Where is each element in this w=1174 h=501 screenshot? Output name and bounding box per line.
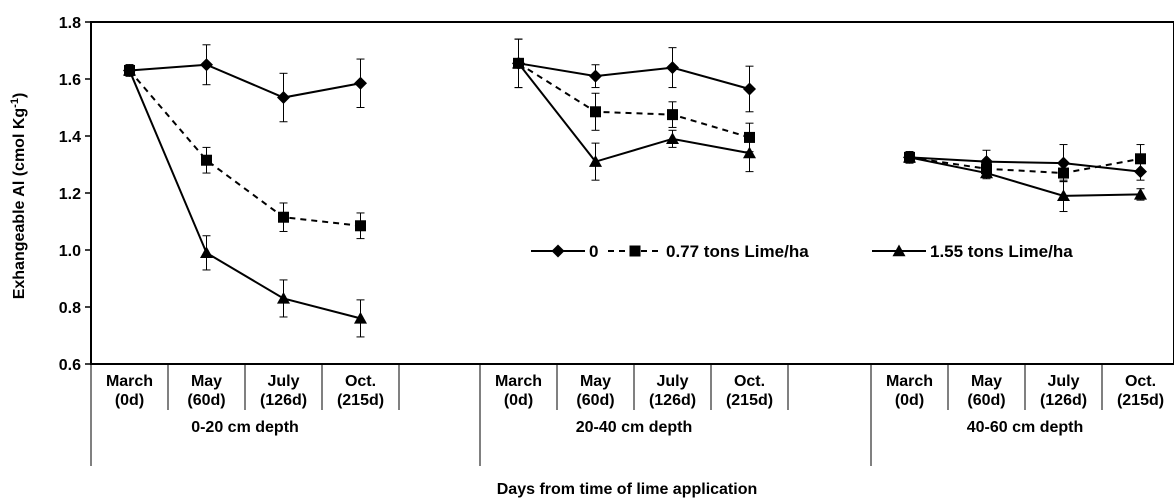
series-line — [517, 62, 750, 139]
series-line — [517, 62, 750, 163]
x-category-label-line1: Oct. — [345, 373, 376, 390]
legend-label: 1.55 tons Lime/ha — [930, 242, 1073, 261]
y-tick-label: 1.8 — [59, 15, 81, 32]
data-point — [743, 146, 756, 159]
data-point — [277, 91, 290, 105]
y-tick-label: 1.6 — [59, 72, 81, 89]
data-point — [123, 63, 136, 76]
x-category-label-line2: (126d) — [649, 392, 696, 409]
y-tick-label: 0.6 — [59, 357, 81, 374]
legend-marker — [551, 244, 565, 258]
series-line — [128, 70, 361, 320]
legend-item: 1.55 tons Lime/ha — [872, 242, 1073, 261]
x-category-label-line2: (0d) — [895, 392, 924, 409]
legend-item: 0.77 tons Lime/ha — [608, 242, 809, 261]
y-tick-label: 1.0 — [59, 243, 81, 260]
series-line — [128, 69, 361, 227]
x-category-label-line2: (215d) — [726, 392, 773, 409]
data-point — [277, 291, 290, 304]
y-axis-title-main: Exhangeable Al (cmol Kg — [11, 108, 28, 299]
y-tick-label: 1.4 — [59, 129, 81, 146]
y-tick-label: 0.8 — [59, 300, 81, 317]
x-category-label-line1: July — [1047, 373, 1079, 390]
y-axis-ticks: 0.6 0.8 1.0 1.2 1.4 1.6 1.8 — [59, 15, 91, 374]
x-category-label-line1: March — [106, 373, 153, 390]
data-point — [512, 56, 525, 69]
data-point — [743, 82, 756, 96]
data-point — [666, 132, 679, 145]
plot-area-frame — [90, 21, 1174, 365]
series-2 — [124, 38, 1146, 240]
x-category-label-line2: (0d) — [504, 392, 533, 409]
series-3 — [123, 38, 1147, 338]
series-line — [518, 62, 750, 90]
x-group-label: 0-20 cm depth — [191, 419, 299, 436]
x-axis-title: Days from time of lime application — [497, 481, 758, 498]
data-point — [1057, 156, 1070, 170]
series-line — [909, 156, 1141, 173]
data-point — [590, 106, 601, 118]
x-category-label-line1: Oct. — [1125, 373, 1156, 390]
data-point — [201, 154, 212, 166]
data-point — [354, 76, 367, 90]
legend-label: 0 — [589, 242, 598, 261]
x-category-label-line2: (215d) — [337, 392, 384, 409]
y-tick-label: 1.2 — [59, 186, 81, 203]
data-point — [667, 109, 678, 121]
legend: 0 0.77 tons Lime/ha 1.55 tons Lime/ha — [531, 242, 1073, 261]
x-group-label: 20-40 cm depth — [576, 419, 692, 436]
legend-item: 0 — [531, 242, 598, 261]
x-category-label-line2: (60d) — [187, 392, 225, 409]
series-layer — [123, 38, 1147, 338]
x-category-label-line1: Oct. — [734, 373, 765, 390]
legend-marker — [892, 244, 906, 257]
series-line — [909, 156, 1141, 197]
data-point — [355, 220, 366, 232]
x-category-label-line2: (60d) — [576, 392, 614, 409]
series-line — [909, 156, 1141, 175]
data-point — [1135, 153, 1146, 165]
series-1 — [123, 38, 1147, 183]
x-category-label-line2: (60d) — [967, 392, 1005, 409]
axes — [90, 21, 1174, 365]
x-category-label-line1: July — [656, 373, 688, 390]
y-axis-title-superscript: -1 — [9, 98, 21, 108]
data-point — [200, 246, 213, 259]
data-point — [354, 311, 367, 324]
data-point — [1058, 167, 1069, 179]
x-category-label-line1: May — [580, 373, 611, 390]
x-category-label-line1: March — [495, 373, 542, 390]
data-point — [666, 61, 679, 75]
x-category-label-line1: March — [886, 373, 933, 390]
y-axis-title: Exhangeable Al (cmol Kg-1) — [9, 93, 28, 300]
data-point — [589, 155, 602, 167]
x-category-label-line2: (0d) — [115, 392, 144, 409]
x-category-label-line1: July — [267, 373, 299, 390]
series-line — [129, 63, 361, 99]
data-point — [1057, 189, 1070, 202]
data-point — [589, 69, 602, 83]
legend-label: 0.77 tons Lime/ha — [666, 242, 809, 261]
data-point — [1134, 187, 1147, 200]
x-category-label-line2: (126d) — [260, 392, 307, 409]
x-category-label-line1: May — [971, 373, 1002, 390]
data-point — [200, 58, 213, 72]
data-point — [903, 150, 916, 163]
x-category-label-line2: (126d) — [1040, 392, 1087, 409]
x-group-label: 40-60 cm depth — [967, 419, 1083, 436]
data-point — [980, 166, 993, 179]
y-axis-title-end: ) — [11, 93, 28, 98]
x-axis-categories: March (0d) May (60d) July (126d) Oct. (215d) 0-2… — [90, 364, 1164, 466]
legend-marker — [629, 245, 641, 257]
data-point — [278, 211, 289, 223]
x-category-label-line1: May — [191, 373, 222, 390]
x-category-label-line2: (215d) — [1117, 392, 1164, 409]
